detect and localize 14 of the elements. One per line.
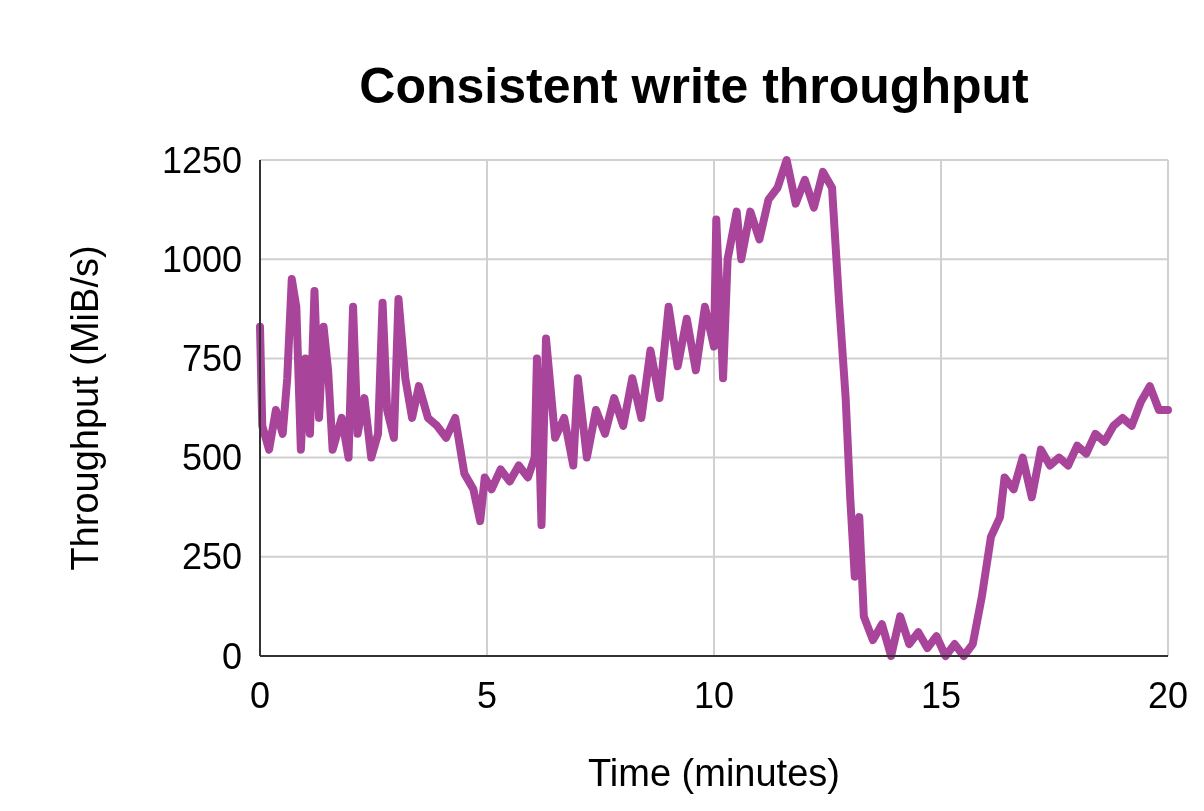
y-tick-label: 750 [181, 338, 242, 379]
y-tick-label: 250 [181, 536, 242, 578]
x-axis-title: Time (minutes) [588, 752, 840, 794]
y-tick-label: 1250 [161, 139, 242, 181]
y-axis-title: Throughput (MiB/s) [64, 245, 106, 571]
x-tick-label: 10 [693, 675, 735, 716]
x-tick-label: 5 [476, 675, 498, 716]
y-tick-label: 1000 [161, 238, 242, 280]
x-tick-label: 20 [1147, 675, 1189, 716]
chart-title: Consistent write throughput [359, 58, 1030, 114]
y-tick-label: 500 [181, 437, 242, 479]
y-tick-label: 0 [221, 635, 242, 677]
x-tick-label: 0 [249, 675, 271, 716]
x-tick-label: 15 [920, 675, 962, 716]
